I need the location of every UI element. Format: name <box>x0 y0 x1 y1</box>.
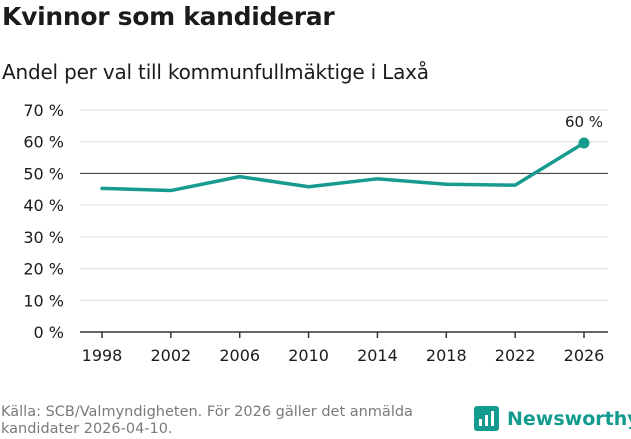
series-group: 60 % <box>100 113 603 193</box>
chart-subtitle: Andel per val till kommunfullmäktige i L… <box>2 60 429 84</box>
y-tick-label: 10 % <box>23 291 64 310</box>
y-tick-label: 30 % <box>23 228 64 247</box>
x-tick-label: 2006 <box>219 346 260 365</box>
data-line <box>100 141 586 193</box>
y-tick-label: 0 % <box>34 323 64 342</box>
brand-logo: Newsworthy <box>474 406 631 431</box>
x-tick-label: 2010 <box>288 346 329 365</box>
x-tick-label: 2014 <box>357 346 398 365</box>
x-tick-label: 2022 <box>495 346 536 365</box>
x-axis: 1998 2002 2006 2010 2014 2018 2022 2026 <box>80 331 608 365</box>
y-tick-label: 40 % <box>23 196 64 215</box>
grid-lines <box>80 109 608 301</box>
newsworthy-icon <box>474 406 499 431</box>
y-tick-label: 20 % <box>23 260 64 279</box>
chart-title: Kvinnor som kandiderar <box>2 2 335 31</box>
x-tick-label: 2018 <box>426 346 467 365</box>
data-point-2026 <box>578 137 590 149</box>
y-tick-label: 60 % <box>23 133 64 152</box>
y-axis-labels: 0 % 10 % 20 % 30 % 40 % 50 % 60 % 70 % <box>23 101 64 342</box>
y-tick-label: 50 % <box>23 164 64 183</box>
source-note: Källa: SCB/Valmyndigheten. För 2026 gäll… <box>1 404 413 437</box>
x-tick-label: 2002 <box>150 346 191 365</box>
x-tick-label: 1998 <box>82 346 123 365</box>
data-label-2026: 60 % <box>565 113 603 131</box>
line-chart: 0 % 10 % 20 % 30 % 40 % 50 % 60 % 70 % 1998 2002… <box>23 101 608 365</box>
x-tick-label: 2026 <box>564 346 605 365</box>
y-tick-label: 70 % <box>23 101 64 120</box>
brand-name: Newsworthy <box>507 407 631 430</box>
